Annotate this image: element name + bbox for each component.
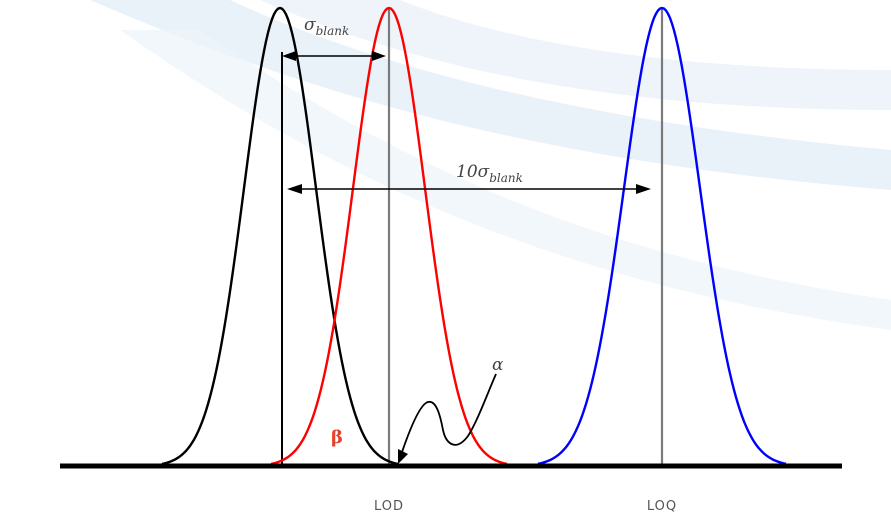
lod-label: LOD [374, 499, 404, 514]
blank-distribution-curve [161, 6, 399, 466]
axis-right-box [842, 450, 891, 490]
sigma-blank-arrow [282, 51, 386, 61]
sigma-blank-label: σblank [304, 15, 349, 38]
background-swoosh [90, 0, 891, 330]
ten-sigma-arrow [287, 184, 651, 194]
alpha-label: α [492, 355, 504, 375]
loq-label: LOQ [647, 499, 677, 514]
beta-label: β [331, 427, 343, 448]
alpha-arrow [398, 373, 497, 464]
lod-distribution-curve [270, 6, 508, 466]
loq-distribution-curve [537, 6, 787, 465]
ten-sigma-label: 10σblank [456, 162, 523, 185]
